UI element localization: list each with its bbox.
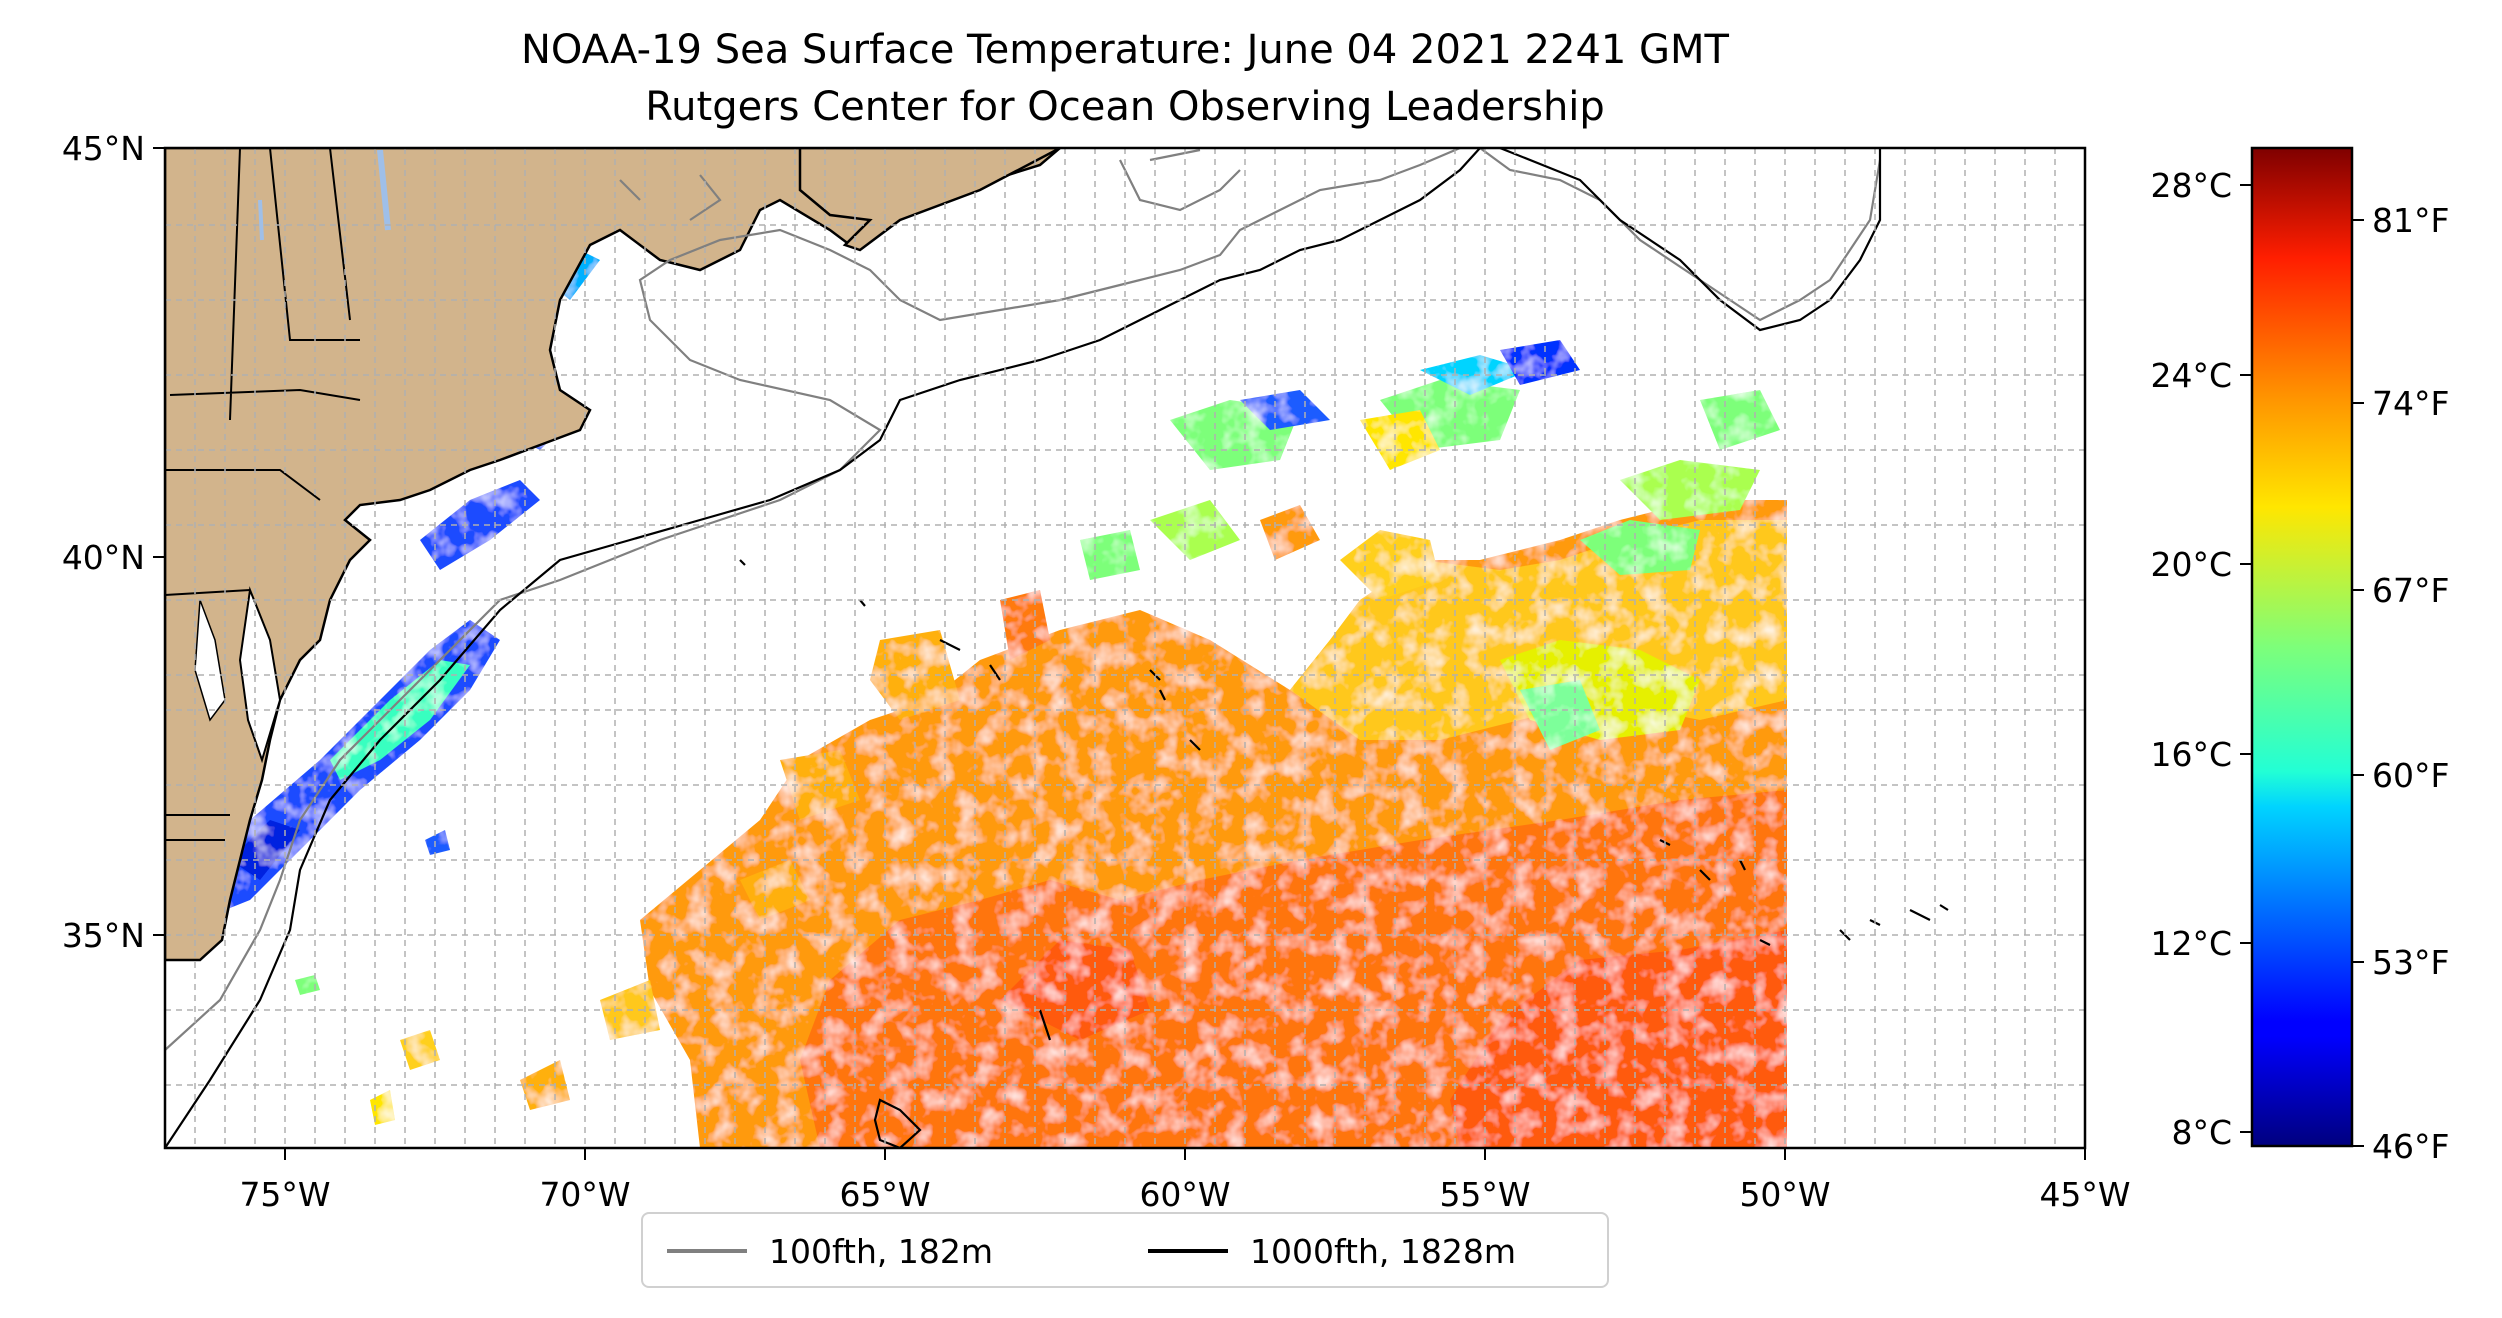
fahrenheit-tick-label: 53°F (2372, 943, 2449, 982)
lon-tick-label: 65°W (839, 1175, 930, 1214)
map-title: NOAA-19 Sea Surface Temperature: June 04… (520, 27, 1729, 73)
celsius-tick-label: 28°C (2150, 166, 2232, 205)
celsius-tick-label: 16°C (2150, 735, 2232, 774)
lon-tick-label: 60°W (1139, 1175, 1230, 1214)
fahrenheit-tick-label: 60°F (2372, 756, 2449, 795)
fahrenheit-tick-label: 46°F (2372, 1127, 2449, 1166)
lat-tick-label: 45°N (62, 129, 145, 168)
fahrenheit-tick-label: 81°F (2372, 201, 2449, 240)
celsius-tick-label: 20°C (2150, 545, 2232, 584)
sst-data-layer (170, 210, 1787, 1148)
map-gridlines (165, 148, 2085, 1148)
longitude-labels: 75°W 70°W 65°W 60°W 55°W 50°W 45°W (239, 1175, 2130, 1214)
axis-ticks (153, 147, 2086, 1160)
colorbar-fahrenheit-labels: 81°F 74°F 67°F 60°F 53°F 46°F (2372, 201, 2449, 1166)
lon-tick-label: 50°W (1739, 1175, 1830, 1214)
legend-item-1000fth: 1000fth, 1828m (1148, 1228, 1516, 1274)
map-subtitle: Rutgers Center for Ocean Observing Leade… (645, 84, 1605, 130)
colorbar (2250, 146, 2354, 1148)
lon-tick-label: 45°W (2039, 1175, 2130, 1214)
legend-label: 100fth, 182m (769, 1231, 993, 1271)
colorbar-celsius-labels: 28°C 24°C 20°C 16°C 12°C 8°C (2150, 166, 2232, 1152)
lon-tick-label: 75°W (239, 1175, 330, 1214)
lat-tick-label: 40°N (62, 538, 145, 577)
celsius-tick-label: 24°C (2150, 356, 2232, 395)
lon-tick-label: 55°W (1439, 1175, 1530, 1214)
legend-line-black (1148, 1249, 1228, 1253)
celsius-tick-label: 8°C (2171, 1113, 2232, 1152)
legend-line-gray (667, 1249, 747, 1253)
land-masses (165, 148, 1062, 962)
map-legend: 100fth, 182m 1000fth, 1828m (641, 1212, 1609, 1288)
legend-item-100fth: 100fth, 182m (667, 1228, 993, 1274)
latitude-labels: 45°N 40°N 35°N (62, 129, 145, 955)
fahrenheit-tick-label: 67°F (2372, 571, 2449, 610)
colorbar-ticks (2240, 184, 2364, 1147)
celsius-tick-label: 12°C (2150, 924, 2232, 963)
map-frame (163, 146, 2087, 1150)
lat-tick-label: 35°N (62, 916, 145, 955)
lon-tick-label: 70°W (539, 1175, 630, 1214)
legend-label: 1000fth, 1828m (1250, 1231, 1516, 1271)
fahrenheit-tick-label: 74°F (2372, 384, 2449, 423)
